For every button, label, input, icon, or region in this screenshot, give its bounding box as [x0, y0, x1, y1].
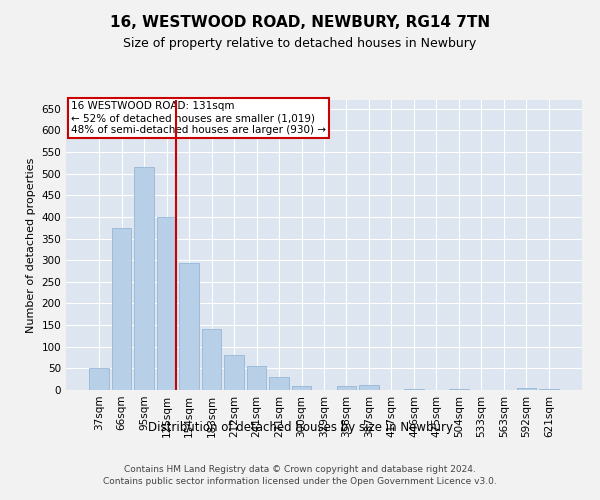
- Text: 16, WESTWOOD ROAD, NEWBURY, RG14 7TN: 16, WESTWOOD ROAD, NEWBURY, RG14 7TN: [110, 15, 490, 30]
- Text: Size of property relative to detached houses in Newbury: Size of property relative to detached ho…: [124, 38, 476, 51]
- Bar: [449, 389, 469, 390]
- Bar: [89, 368, 109, 390]
- Bar: [112, 228, 131, 390]
- Y-axis label: Number of detached properties: Number of detached properties: [26, 158, 36, 332]
- Bar: [539, 389, 559, 390]
- Bar: [337, 386, 356, 390]
- Bar: [224, 356, 244, 390]
- Bar: [157, 217, 176, 390]
- Text: Contains public sector information licensed under the Open Government Licence v3: Contains public sector information licen…: [103, 478, 497, 486]
- Bar: [247, 366, 266, 390]
- Text: 16 WESTWOOD ROAD: 131sqm
← 52% of detached houses are smaller (1,019)
48% of sem: 16 WESTWOOD ROAD: 131sqm ← 52% of detach…: [71, 102, 326, 134]
- Bar: [269, 377, 289, 390]
- Bar: [359, 385, 379, 390]
- Bar: [292, 386, 311, 390]
- Bar: [134, 167, 154, 390]
- Bar: [404, 388, 424, 390]
- Bar: [179, 263, 199, 390]
- Bar: [202, 330, 221, 390]
- Bar: [517, 388, 536, 390]
- Text: Contains HM Land Registry data © Crown copyright and database right 2024.: Contains HM Land Registry data © Crown c…: [124, 465, 476, 474]
- Text: Distribution of detached houses by size in Newbury: Distribution of detached houses by size …: [148, 421, 452, 434]
